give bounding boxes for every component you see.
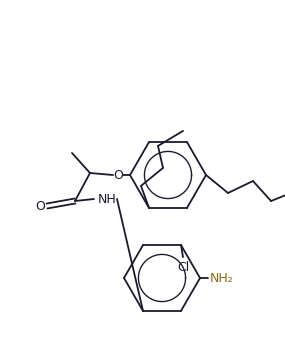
Text: NH₂: NH₂ [210,272,234,285]
Text: O: O [113,169,123,181]
Text: Cl: Cl [177,261,189,273]
Text: NH: NH [98,192,116,206]
Text: O: O [35,200,45,212]
